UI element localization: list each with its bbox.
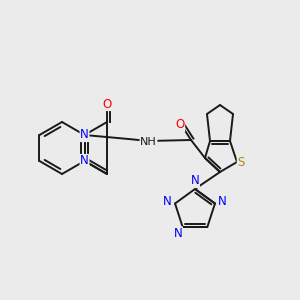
Text: N: N [80, 154, 89, 167]
Text: N: N [190, 175, 200, 188]
Text: S: S [237, 157, 245, 169]
Text: O: O [102, 98, 112, 110]
Text: N: N [80, 128, 89, 142]
Text: N: N [218, 194, 227, 208]
Text: N: N [174, 227, 182, 240]
Text: N: N [163, 194, 172, 208]
Text: NH: NH [140, 137, 157, 147]
Text: O: O [176, 118, 184, 131]
